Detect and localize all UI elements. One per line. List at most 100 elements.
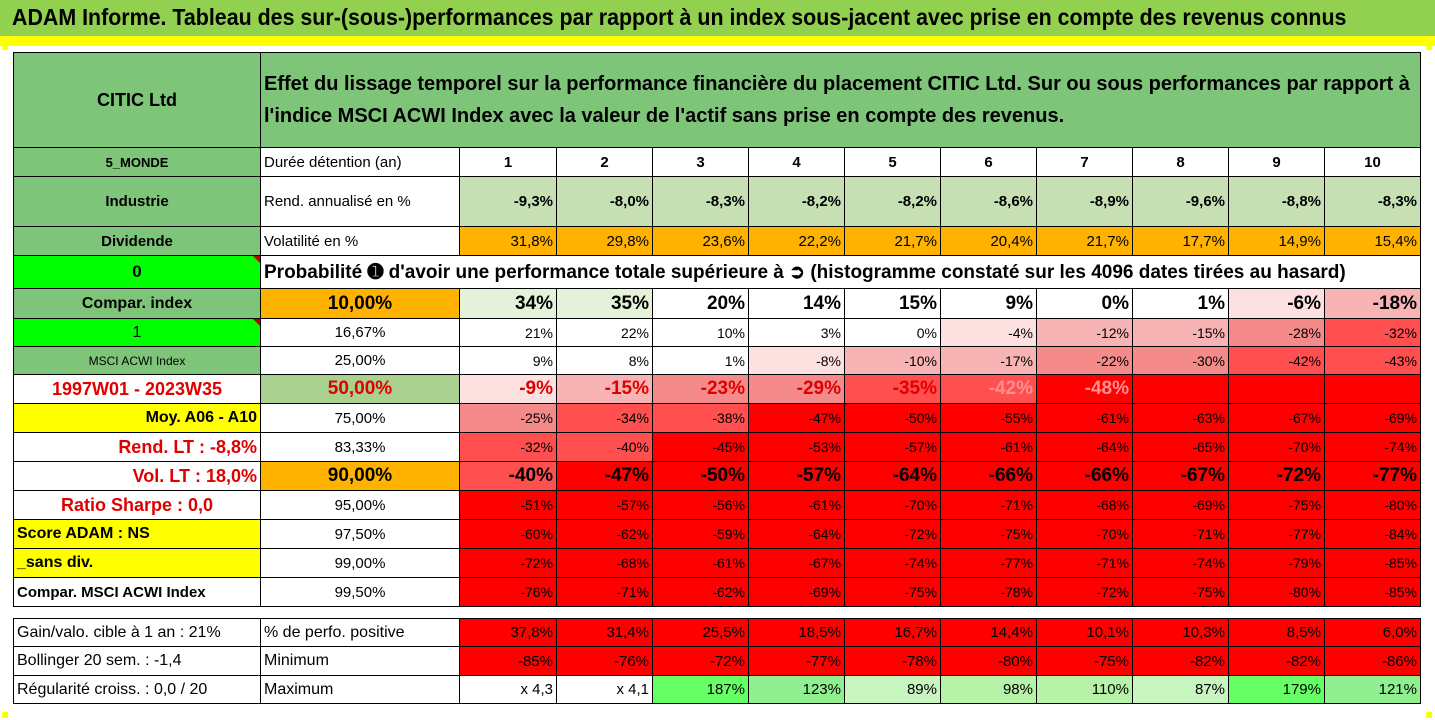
percentile-cell[interactable]: 99,00% bbox=[260, 548, 460, 578]
perf-cell[interactable]: -72% bbox=[844, 519, 941, 549]
perf-cell[interactable]: -67% bbox=[1228, 403, 1325, 433]
return-cell[interactable]: -8,0% bbox=[556, 176, 653, 227]
perf-cell[interactable]: 1% bbox=[1132, 288, 1229, 319]
index-name-label[interactable]: MSCI ACWI Index bbox=[13, 346, 261, 375]
perf-cell[interactable]: -75% bbox=[844, 577, 941, 607]
summary-cell[interactable]: -86% bbox=[1324, 646, 1421, 676]
without-dividend-label[interactable]: _sans div. bbox=[13, 548, 261, 578]
perf-cell[interactable]: -69% bbox=[1324, 403, 1421, 433]
perf-cell[interactable]: -59% bbox=[652, 519, 749, 549]
perf-cell[interactable]: -45% bbox=[652, 432, 749, 462]
summary-cell[interactable]: -78% bbox=[844, 646, 941, 676]
perf-cell[interactable]: -84% bbox=[1324, 519, 1421, 549]
summary-cell[interactable]: 6,0% bbox=[1324, 618, 1421, 647]
perf-cell[interactable]: -78% bbox=[940, 577, 1037, 607]
perf-cell[interactable]: -69% bbox=[748, 577, 845, 607]
perf-cell[interactable]: -42% bbox=[1228, 346, 1325, 375]
summary-cell[interactable]: 110% bbox=[1036, 675, 1133, 704]
perf-cell[interactable]: 0% bbox=[844, 318, 941, 347]
perf-cell[interactable]: 15% bbox=[844, 288, 941, 319]
summary-cell[interactable]: 18,5% bbox=[748, 618, 845, 647]
perf-cell[interactable]: -61% bbox=[748, 490, 845, 520]
perf-cell[interactable]: -57% bbox=[748, 461, 845, 491]
perf-cell[interactable]: -47% bbox=[748, 403, 845, 433]
perf-cell[interactable]: -79% bbox=[1228, 548, 1325, 578]
perf-cell[interactable]: -74% bbox=[844, 548, 941, 578]
perf-cell[interactable]: -68% bbox=[1036, 490, 1133, 520]
perf-cell[interactable]: -80% bbox=[1324, 490, 1421, 520]
volatility-cell[interactable]: 22,2% bbox=[748, 226, 845, 256]
summary-cell[interactable]: -80% bbox=[940, 646, 1037, 676]
long-term-return[interactable]: Rend. LT : -8,8% bbox=[13, 432, 261, 462]
perf-cell[interactable]: -70% bbox=[844, 490, 941, 520]
percentile-cell[interactable]: 25,00% bbox=[260, 346, 460, 375]
percentile-cell[interactable]: 75,00% bbox=[260, 403, 460, 433]
summary-side-label[interactable]: Régularité croiss. : 0,0 / 20 bbox=[13, 675, 261, 704]
summary-cell[interactable]: 187% bbox=[652, 675, 749, 704]
perf-cell[interactable]: -72% bbox=[1228, 461, 1325, 491]
percentile-cell[interactable]: 99,50% bbox=[260, 577, 460, 607]
perf-cell[interactable]: -60% bbox=[459, 519, 557, 549]
perf-cell[interactable]: -75% bbox=[940, 519, 1037, 549]
perf-cell[interactable]: -74% bbox=[1132, 548, 1229, 578]
summary-cell[interactable]: 10,3% bbox=[1132, 618, 1229, 647]
perf-cell[interactable]: -62% bbox=[652, 577, 749, 607]
perf-cell[interactable]: -6% bbox=[1228, 288, 1325, 319]
perf-cell[interactable]: -64% bbox=[1036, 432, 1133, 462]
perf-cell[interactable]: -66% bbox=[1036, 461, 1133, 491]
perf-cell[interactable]: -22% bbox=[1036, 346, 1133, 375]
perf-cell[interactable]: -30% bbox=[1132, 346, 1229, 375]
summary-cell[interactable]: 10,1% bbox=[1036, 618, 1133, 647]
perf-cell[interactable]: -40% bbox=[459, 461, 557, 491]
summary-cell[interactable]: 98% bbox=[940, 675, 1037, 704]
perf-cell[interactable] bbox=[1132, 374, 1229, 404]
summary-cell[interactable]: -72% bbox=[652, 646, 749, 676]
perf-cell[interactable]: -85% bbox=[1324, 577, 1421, 607]
perf-cell[interactable]: -43% bbox=[1324, 346, 1421, 375]
dividend-label[interactable]: Dividende bbox=[13, 226, 261, 256]
percentile-cell[interactable]: 10,00% bbox=[260, 288, 460, 319]
perf-cell[interactable]: 10% bbox=[652, 318, 749, 347]
asset-name[interactable]: CITIC Ltd bbox=[13, 52, 261, 148]
duration-label[interactable]: Durée détention (an) bbox=[260, 147, 460, 177]
count-cell[interactable]: 1 bbox=[13, 318, 261, 347]
summary-cell[interactable]: 25,5% bbox=[652, 618, 749, 647]
summary-label[interactable]: % de perfo. positive bbox=[260, 618, 460, 647]
perf-cell[interactable] bbox=[1324, 374, 1421, 404]
year-header[interactable]: 10 bbox=[1324, 147, 1421, 177]
percentile-cell[interactable]: 16,67% bbox=[260, 318, 460, 347]
year-header[interactable]: 1 bbox=[459, 147, 557, 177]
year-header[interactable]: 6 bbox=[940, 147, 1037, 177]
perf-cell[interactable]: -71% bbox=[940, 490, 1037, 520]
summary-cell[interactable]: 87% bbox=[1132, 675, 1229, 704]
summary-cell[interactable]: -76% bbox=[556, 646, 653, 676]
return-cell[interactable]: -8,9% bbox=[1036, 176, 1133, 227]
return-cell[interactable]: -9,6% bbox=[1132, 176, 1229, 227]
header-description[interactable]: Effet du lissage temporel sur la perform… bbox=[260, 52, 1421, 148]
summary-cell[interactable]: 8,5% bbox=[1228, 618, 1325, 647]
year-header[interactable]: 8 bbox=[1132, 147, 1229, 177]
perf-cell[interactable]: -71% bbox=[1036, 548, 1133, 578]
perf-cell[interactable]: -61% bbox=[1036, 403, 1133, 433]
perf-cell[interactable]: -77% bbox=[1228, 519, 1325, 549]
year-header[interactable]: 7 bbox=[1036, 147, 1133, 177]
perf-cell[interactable]: -64% bbox=[844, 461, 941, 491]
year-header[interactable]: 4 bbox=[748, 147, 845, 177]
probability-label[interactable]: Probabilité ➊ d'avoir une performance to… bbox=[260, 255, 1421, 289]
perf-cell[interactable]: -38% bbox=[652, 403, 749, 433]
perf-cell[interactable]: -76% bbox=[459, 577, 557, 607]
summary-label[interactable]: Maximum bbox=[260, 675, 460, 704]
region-label[interactable]: 5_MONDE bbox=[13, 147, 261, 177]
sharpe-ratio[interactable]: Ratio Sharpe : 0,0 bbox=[13, 490, 261, 520]
return-cell[interactable]: -8,3% bbox=[652, 176, 749, 227]
perf-cell[interactable]: -75% bbox=[1132, 577, 1229, 607]
perf-cell[interactable]: -48% bbox=[1036, 374, 1133, 404]
perf-cell[interactable]: -47% bbox=[556, 461, 653, 491]
perf-cell[interactable] bbox=[1228, 374, 1325, 404]
volatility-cell[interactable]: 14,9% bbox=[1228, 226, 1325, 256]
perf-cell[interactable]: -10% bbox=[844, 346, 941, 375]
percentile-cell[interactable]: 97,50% bbox=[260, 519, 460, 549]
summary-cell[interactable]: 89% bbox=[844, 675, 941, 704]
perf-cell[interactable]: -70% bbox=[1036, 519, 1133, 549]
perf-cell[interactable]: -23% bbox=[652, 374, 749, 404]
